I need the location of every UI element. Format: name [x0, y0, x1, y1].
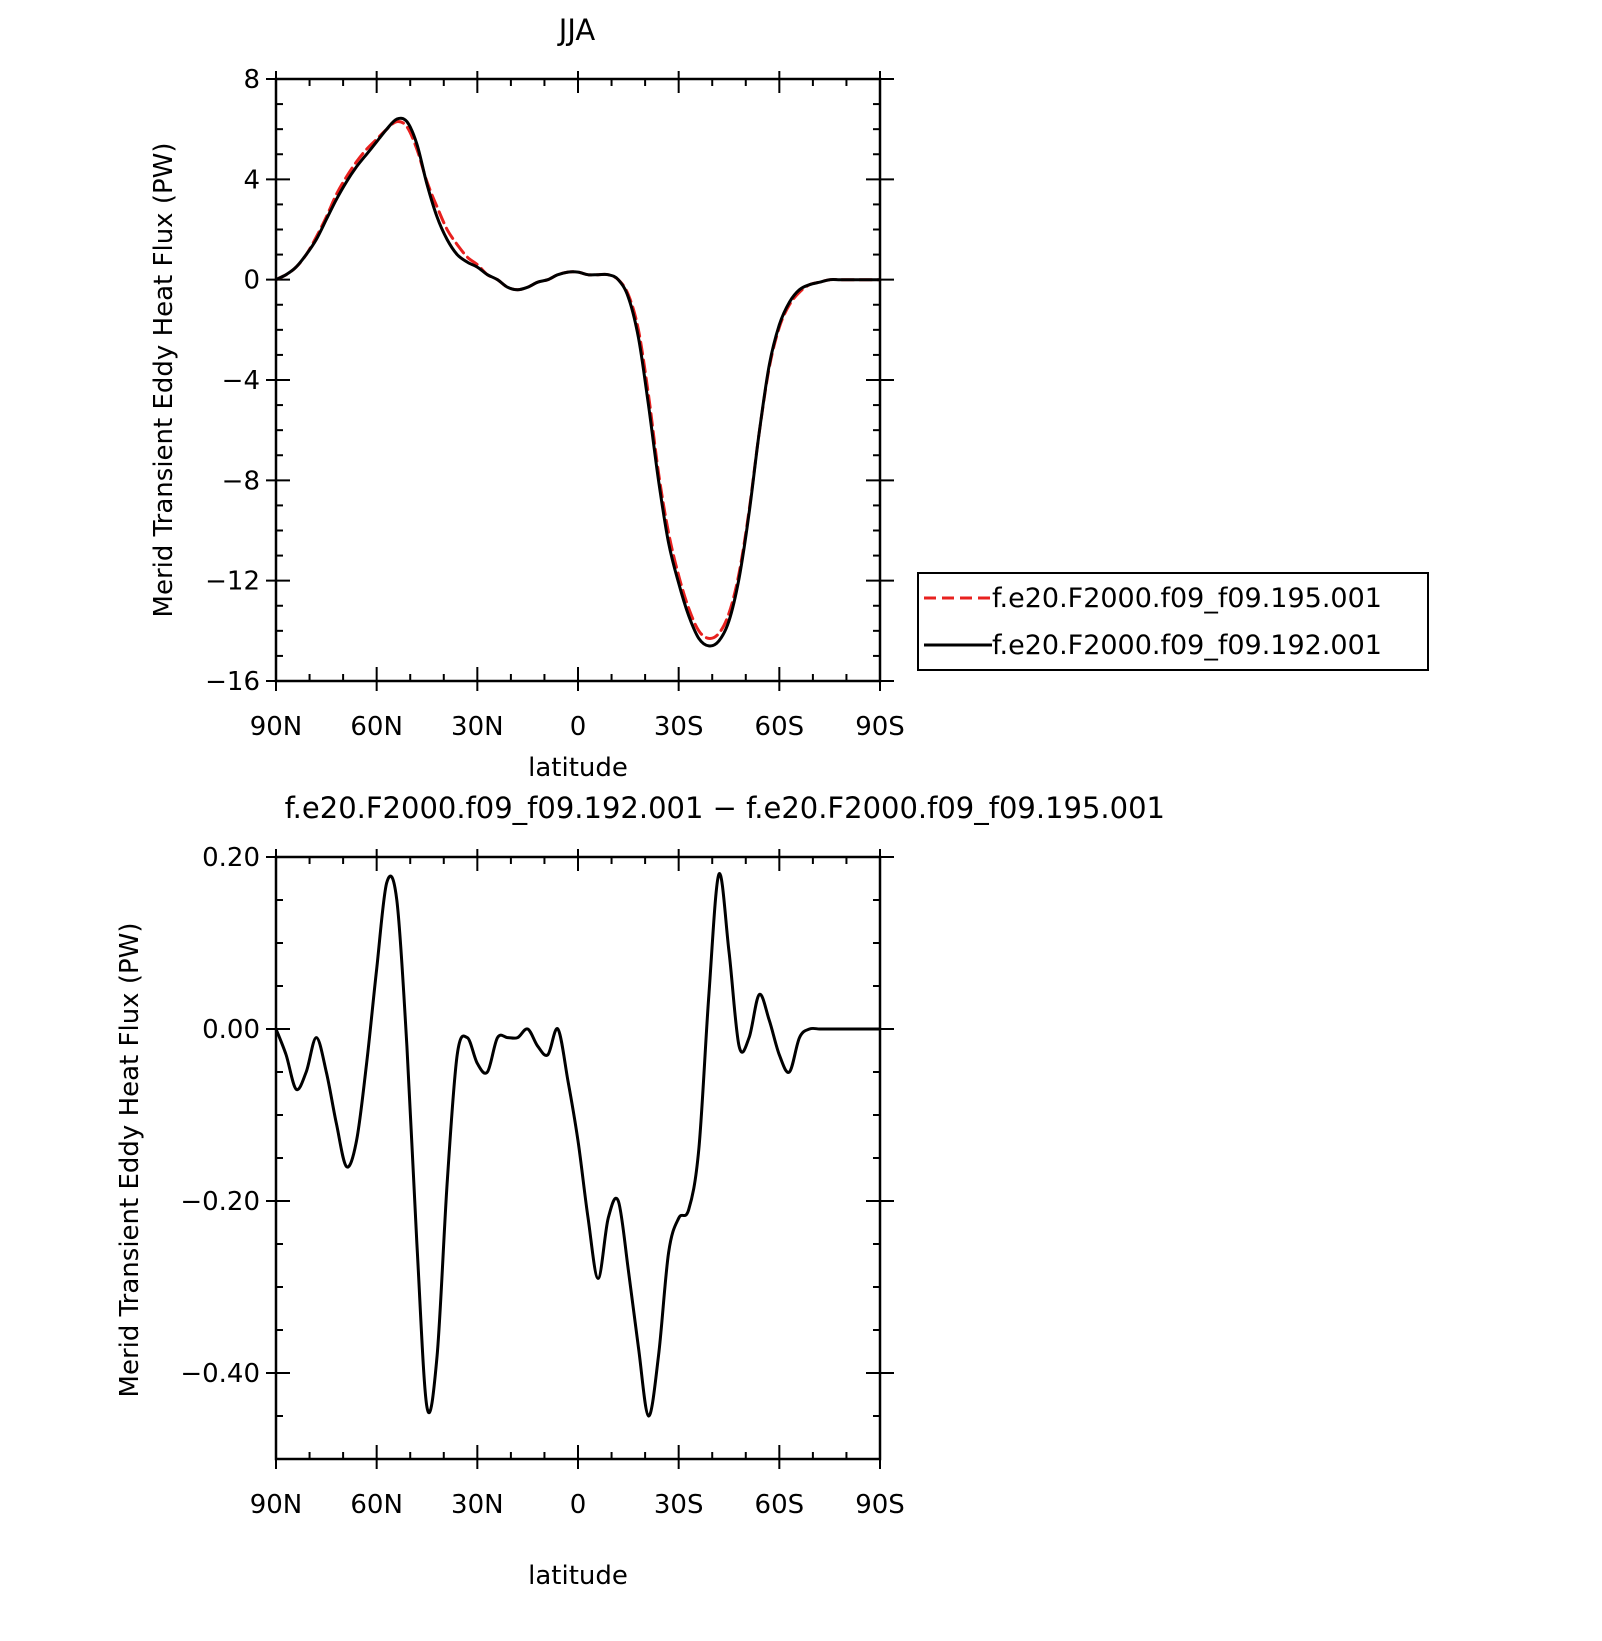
x-tick-label: 60S — [755, 1490, 805, 1520]
difference-chart: f.e20.F2000.f09_f09.192.001 − f.e20.F200… — [115, 791, 1165, 1591]
x-tick-label: 60N — [350, 712, 403, 742]
legend: f.e20.F2000.f09_f09.195.001 f.e20.F2000.… — [917, 572, 1429, 671]
y-tick-label: 0 — [243, 266, 260, 296]
legend-label-195: f.e20.F2000.f09_f09.195.001 — [992, 583, 1382, 614]
chart-title: f.e20.F2000.f09_f09.192.001 − f.e20.F200… — [285, 791, 1165, 825]
x-tick-label: 0 — [570, 712, 587, 742]
x-tick-label: 90N — [250, 1490, 303, 1520]
legend-label-192: f.e20.F2000.f09_f09.192.001 — [992, 630, 1382, 661]
series-line-difference — [274, 872, 882, 1418]
y-tick-label: −0.20 — [180, 1187, 260, 1217]
chart-title: JJA — [557, 13, 596, 47]
x-tick-label: 60N — [350, 1490, 403, 1520]
series-line-195-001 — [274, 120, 882, 640]
plot-frame — [274, 77, 882, 683]
y-tick-label: −0.40 — [180, 1359, 260, 1389]
y-tick-label: −8 — [222, 466, 260, 496]
tick-labels: 8 4 0 −4 −8 −12 −16 90N 60N 30N 0 30S 60S 90S — [205, 65, 905, 742]
y-tick-label: −12 — [205, 567, 260, 597]
x-tick-label: 0 — [570, 1490, 587, 1520]
x-tick-label: 30N — [451, 712, 504, 742]
y-axis-label: Merid Transient Eddy Heat Flux (PW) — [149, 143, 179, 618]
plot-lines — [274, 116, 882, 648]
x-axis-label: latitude — [528, 1561, 628, 1591]
x-tick-label: 90S — [855, 1490, 905, 1520]
top-chart: JJA Merid Transient Eddy Heat Flux (PW) … — [149, 13, 1429, 783]
y-tick-label: −4 — [222, 366, 260, 396]
x-tick-label: 30S — [654, 1490, 704, 1520]
x-axis-label: latitude — [528, 753, 628, 783]
tick-labels: 0.20 0.00 −0.20 −0.40 90N 60N 30N 0 30S 60S 90S — [180, 843, 904, 1520]
plot-frame — [274, 855, 882, 1461]
x-tick-label: 30N — [451, 1490, 504, 1520]
y-tick-label: −16 — [205, 667, 260, 697]
x-tick-label: 90N — [250, 712, 303, 742]
x-tick-label: 90S — [855, 712, 905, 742]
x-tick-label: 30S — [654, 712, 704, 742]
y-tick-label: 0.20 — [202, 843, 260, 873]
y-tick-label: 8 — [243, 65, 260, 95]
y-tick-label: 4 — [243, 165, 260, 195]
plot-lines — [274, 872, 882, 1418]
y-tick-label: 0.00 — [202, 1015, 260, 1045]
series-line-192-001 — [274, 116, 882, 648]
x-tick-label: 60S — [755, 712, 805, 742]
y-axis-label: Merid Transient Eddy Heat Flux (PW) — [115, 923, 145, 1398]
legend-box — [917, 572, 1429, 671]
